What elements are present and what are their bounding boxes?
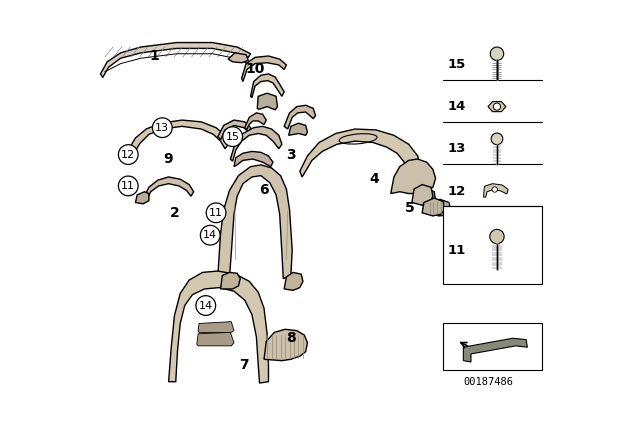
- Circle shape: [152, 118, 172, 138]
- Circle shape: [492, 187, 497, 192]
- Polygon shape: [228, 53, 248, 63]
- Polygon shape: [417, 189, 436, 206]
- Text: 14: 14: [447, 100, 466, 113]
- Text: 12: 12: [121, 150, 135, 159]
- Bar: [443, 323, 541, 370]
- Text: 3: 3: [286, 147, 296, 162]
- Circle shape: [490, 229, 504, 244]
- Circle shape: [223, 127, 243, 146]
- Text: 7: 7: [239, 358, 249, 372]
- Circle shape: [491, 133, 503, 145]
- Polygon shape: [257, 93, 278, 110]
- Text: 11: 11: [447, 244, 466, 258]
- Polygon shape: [100, 43, 251, 78]
- Text: 1: 1: [149, 49, 159, 63]
- Circle shape: [196, 296, 216, 315]
- Circle shape: [493, 103, 500, 110]
- Text: 9: 9: [163, 152, 173, 166]
- Circle shape: [200, 225, 220, 245]
- Polygon shape: [428, 199, 451, 216]
- Polygon shape: [198, 322, 234, 332]
- Polygon shape: [488, 102, 506, 112]
- Text: 10: 10: [245, 62, 265, 77]
- Text: 15: 15: [447, 58, 466, 72]
- Polygon shape: [218, 165, 292, 279]
- Polygon shape: [197, 332, 234, 346]
- Polygon shape: [234, 151, 273, 167]
- Polygon shape: [168, 271, 269, 383]
- Polygon shape: [264, 329, 307, 361]
- Text: 13: 13: [156, 123, 170, 133]
- Polygon shape: [244, 113, 266, 130]
- Polygon shape: [251, 74, 284, 98]
- Text: 4: 4: [369, 172, 379, 186]
- Circle shape: [206, 203, 226, 223]
- Text: 11: 11: [121, 181, 135, 191]
- Polygon shape: [412, 185, 433, 205]
- Polygon shape: [230, 126, 282, 161]
- Polygon shape: [484, 184, 508, 197]
- Polygon shape: [289, 123, 307, 135]
- Polygon shape: [391, 159, 436, 194]
- Polygon shape: [218, 120, 251, 140]
- Text: 5: 5: [404, 201, 415, 215]
- Circle shape: [118, 145, 138, 164]
- Text: 14: 14: [203, 230, 218, 240]
- Text: 8: 8: [286, 331, 296, 345]
- Polygon shape: [136, 192, 149, 204]
- Polygon shape: [242, 56, 287, 82]
- Polygon shape: [300, 129, 421, 177]
- Text: 00187486: 00187486: [463, 377, 513, 387]
- Polygon shape: [422, 198, 445, 216]
- Polygon shape: [221, 272, 240, 289]
- Polygon shape: [284, 105, 316, 129]
- Polygon shape: [284, 272, 303, 290]
- Text: 2: 2: [170, 206, 179, 220]
- Polygon shape: [463, 338, 527, 362]
- Text: 12: 12: [447, 185, 466, 198]
- Bar: [443, 206, 541, 284]
- Text: 11: 11: [209, 208, 223, 218]
- Text: 6: 6: [259, 183, 269, 198]
- Polygon shape: [143, 177, 194, 202]
- Circle shape: [490, 47, 504, 60]
- Text: 14: 14: [198, 301, 213, 310]
- Text: 13: 13: [447, 142, 466, 155]
- Polygon shape: [125, 120, 228, 162]
- Circle shape: [118, 176, 138, 196]
- Text: 15: 15: [226, 132, 239, 142]
